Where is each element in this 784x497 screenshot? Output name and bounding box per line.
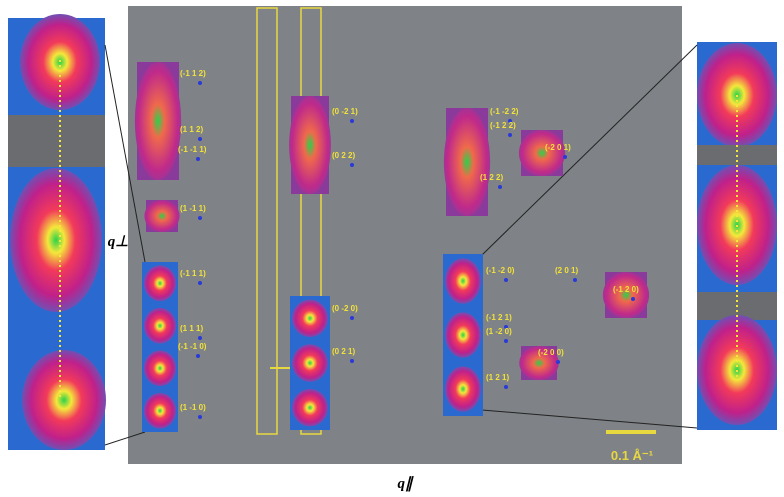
spot-label: (-1 -1 0) bbox=[178, 342, 207, 351]
spot-label: (-1 -1 1) bbox=[178, 145, 207, 154]
spot-marker bbox=[504, 278, 508, 282]
spot bbox=[144, 393, 176, 429]
scale-bar bbox=[606, 430, 656, 434]
spot bbox=[144, 308, 176, 344]
spot-label: (1 -1 1) bbox=[180, 204, 206, 213]
spot-label: (1 1 1) bbox=[180, 324, 203, 333]
spot bbox=[144, 350, 176, 386]
axis-label: q⊥ bbox=[108, 234, 129, 250]
axis-label: q∥ bbox=[398, 476, 415, 492]
spot-label: (1 2 2) bbox=[480, 173, 503, 182]
spot-marker bbox=[198, 81, 202, 85]
spot bbox=[519, 130, 565, 176]
spot-label: (2 0 1) bbox=[555, 266, 578, 275]
spot bbox=[444, 108, 490, 216]
spot-label: (-2 0 0) bbox=[538, 348, 564, 357]
spot-label: (-1 1 1) bbox=[180, 269, 206, 278]
spot bbox=[144, 200, 179, 232]
spot-label: (-1 2 0) bbox=[613, 285, 639, 294]
spot-label: (1 -1 0) bbox=[180, 403, 206, 412]
spot-marker bbox=[498, 185, 502, 189]
spot-label: (-2 0 1) bbox=[545, 143, 571, 152]
spot bbox=[144, 265, 176, 301]
spot-marker bbox=[198, 137, 202, 141]
spot-marker bbox=[198, 336, 202, 340]
spot bbox=[292, 344, 328, 382]
scale-label: 0.1 Å⁻¹ bbox=[611, 448, 653, 463]
spot bbox=[289, 96, 331, 194]
spot-label: (0 -2 1) bbox=[332, 107, 358, 116]
spot-marker bbox=[563, 155, 567, 159]
spot-label: (-1 -2 2) bbox=[490, 107, 519, 116]
spot-marker bbox=[504, 385, 508, 389]
spot-marker bbox=[350, 163, 354, 167]
spot-marker bbox=[504, 339, 508, 343]
figure: 0.1 Å⁻¹ q⊥ q∥ (-1 1 2) (1 1 2) (-1 -1 1) (1… bbox=[0, 0, 784, 497]
spot-marker bbox=[198, 415, 202, 419]
spot-marker bbox=[508, 133, 512, 137]
detector-image bbox=[128, 6, 682, 464]
spot-label: (-1 2 2) bbox=[490, 121, 516, 130]
spot bbox=[292, 300, 328, 338]
spot-label: (1 2 1) bbox=[486, 373, 509, 382]
spot bbox=[603, 272, 649, 318]
spot-label: (-1 -2 0) bbox=[486, 266, 515, 275]
spot-label: (0 2 1) bbox=[332, 347, 355, 356]
spot-marker bbox=[196, 354, 200, 358]
spot-label: (-1 2 1) bbox=[486, 313, 512, 322]
spot-marker bbox=[350, 316, 354, 320]
spot-label: (1 1 2) bbox=[180, 125, 203, 134]
spot-label: (0 -2 0) bbox=[332, 304, 358, 313]
spot-marker bbox=[350, 119, 354, 123]
spot-marker bbox=[350, 359, 354, 363]
spot-marker bbox=[196, 157, 200, 161]
spot-label: (-1 1 2) bbox=[180, 69, 206, 78]
spot bbox=[445, 258, 481, 303]
spot bbox=[445, 366, 481, 411]
spot-marker bbox=[198, 281, 202, 285]
spot bbox=[445, 312, 481, 357]
spot-label: (0 2 2) bbox=[332, 151, 355, 160]
spot-label: (1 -2 0) bbox=[486, 327, 512, 336]
spot-marker bbox=[631, 297, 635, 301]
spot bbox=[292, 389, 328, 427]
spot-marker bbox=[198, 216, 202, 220]
spot bbox=[135, 62, 181, 180]
spot-marker bbox=[573, 278, 577, 282]
spot-marker bbox=[556, 360, 560, 364]
